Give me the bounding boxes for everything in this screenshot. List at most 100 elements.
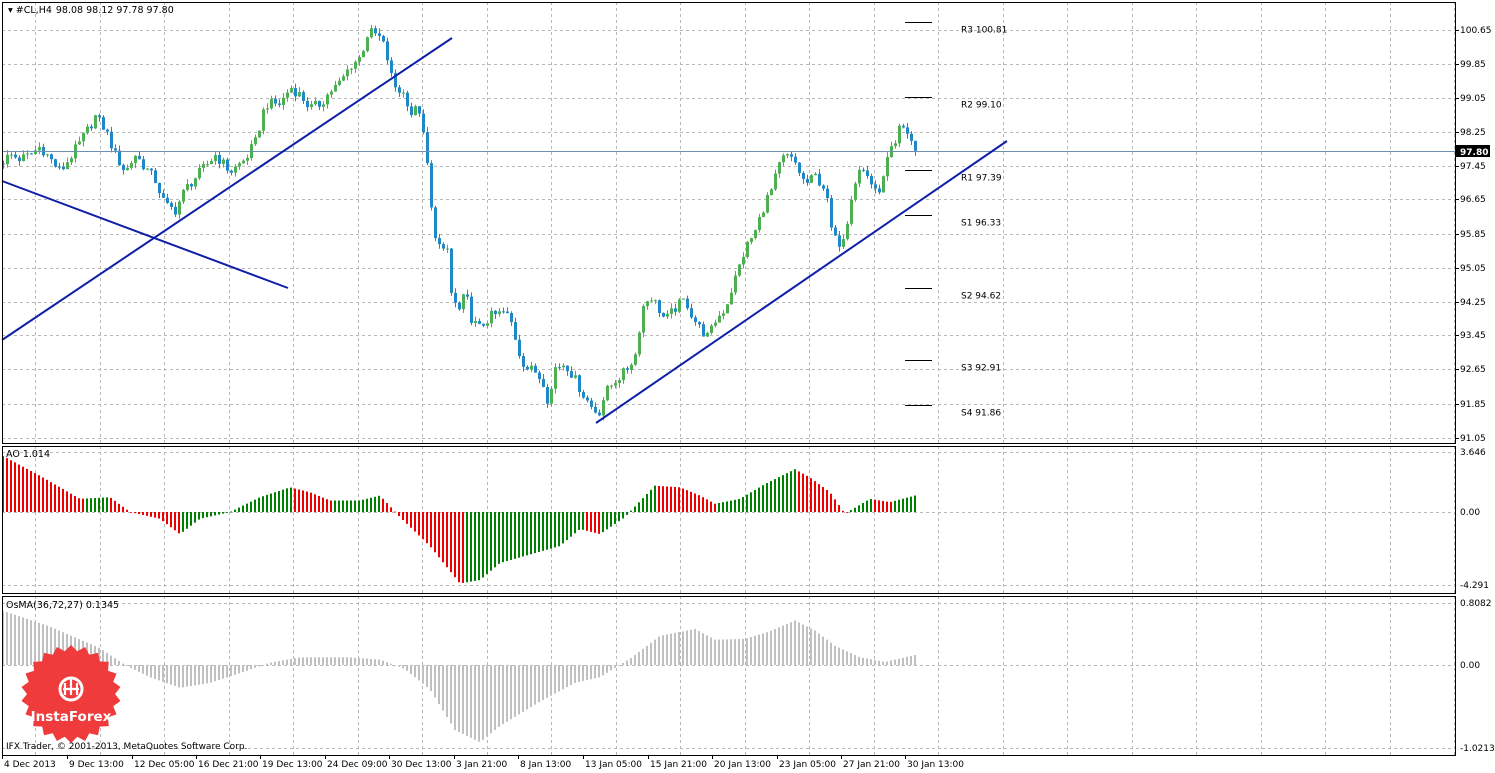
ao-tick-label: -4.291	[1460, 581, 1489, 591]
osma-bar	[278, 661, 280, 665]
osma-bar	[426, 665, 428, 687]
emblem-strokes	[63, 679, 79, 695]
candle-body	[754, 230, 757, 239]
ao-bar	[558, 512, 560, 547]
ao-bar	[350, 500, 352, 512]
osma-bar	[446, 665, 448, 718]
osma-bar	[598, 665, 600, 678]
osma-bar	[222, 665, 224, 679]
candle-body	[50, 154, 53, 160]
candle-body	[186, 184, 189, 190]
ao-bar	[398, 512, 400, 516]
pivot-label: R2 99.10	[961, 101, 1002, 111]
osma-bar	[434, 665, 436, 698]
ao-bar	[258, 497, 260, 512]
candle-body	[782, 155, 785, 163]
candle-body	[114, 148, 117, 151]
ao-bar	[46, 479, 48, 512]
osma-bar	[686, 630, 688, 665]
ao-bar	[506, 512, 508, 562]
candle-body	[30, 153, 33, 155]
candle-body	[78, 141, 81, 145]
candle-body	[362, 51, 365, 58]
candle-body	[390, 60, 393, 74]
osma-bar	[106, 652, 108, 665]
candle-body	[810, 175, 813, 183]
candle-body	[370, 28, 373, 38]
osma-bar	[478, 665, 480, 742]
y-tick-label: 98.25	[1460, 128, 1486, 138]
candle-body	[558, 367, 561, 369]
candle-body	[846, 223, 849, 239]
candle-body	[790, 154, 793, 157]
candle-body	[530, 365, 533, 370]
candle-body	[262, 109, 265, 131]
osma-bar	[570, 665, 572, 686]
osma-bar	[414, 665, 416, 678]
ao-bar	[634, 506, 636, 512]
osma-bar	[614, 665, 616, 668]
ao-bar	[842, 510, 844, 512]
ao-bar	[262, 496, 264, 512]
osma-bar	[458, 665, 460, 732]
candle-body	[314, 100, 317, 105]
osma-bar	[262, 665, 264, 666]
osma-bar	[582, 665, 584, 682]
candle-body	[830, 197, 833, 228]
ao-bar	[706, 499, 708, 512]
candle-body	[502, 311, 505, 313]
candle-body	[418, 106, 421, 114]
ao-bar	[362, 499, 364, 512]
ao-bar	[186, 512, 188, 529]
ao-bar	[682, 488, 684, 512]
ao-bar	[754, 489, 756, 512]
ao-bar	[406, 512, 408, 524]
candle-body	[490, 310, 493, 324]
ao-bar	[570, 512, 572, 537]
candle-body	[94, 115, 97, 129]
ao-bar	[26, 468, 28, 512]
ao-bar	[658, 485, 660, 512]
ao-bar	[410, 512, 412, 528]
panel-frames	[2, 2, 1456, 756]
osma-bar	[34, 621, 36, 665]
ao-bar	[74, 495, 76, 512]
osma-bar	[650, 642, 652, 665]
candle-body	[414, 106, 417, 116]
chart-header: ▾ #CL,H4 98.08 98.12 97.78 97.80	[8, 5, 174, 16]
ao-bar	[366, 498, 368, 512]
osma-bar	[386, 662, 388, 665]
ao-bar	[666, 486, 668, 512]
ao-bar	[686, 490, 688, 512]
candle-body	[158, 183, 161, 194]
osma-bar	[738, 639, 740, 665]
ao-bar	[786, 473, 788, 512]
candle-body	[358, 57, 361, 62]
osma-bar	[586, 665, 588, 681]
candle-body	[678, 299, 681, 312]
ao-bar	[194, 512, 196, 523]
ao-bar	[450, 512, 452, 573]
osma-bar	[626, 660, 628, 665]
candle-body	[46, 154, 49, 156]
ao-bar	[482, 512, 484, 578]
pivot-label: S4 91.86	[961, 409, 1001, 419]
osma-bar	[250, 665, 252, 670]
ao-bar	[66, 491, 68, 512]
ao-bar	[338, 500, 340, 512]
x-tick-label: 24 Dec 09:00	[327, 760, 388, 770]
osma-bar	[378, 659, 380, 665]
ao-bar	[418, 512, 420, 536]
candle-body	[430, 163, 433, 208]
osma-bar	[130, 665, 132, 668]
candle-body	[206, 164, 209, 166]
ao-bar	[382, 498, 384, 512]
ao-bar	[86, 498, 88, 512]
ao-bar	[614, 512, 616, 524]
ao-bar	[110, 497, 112, 512]
osma-bar	[646, 645, 648, 665]
osma-bar	[750, 637, 752, 665]
ao-bar	[298, 489, 300, 512]
osma-bar	[114, 658, 116, 665]
